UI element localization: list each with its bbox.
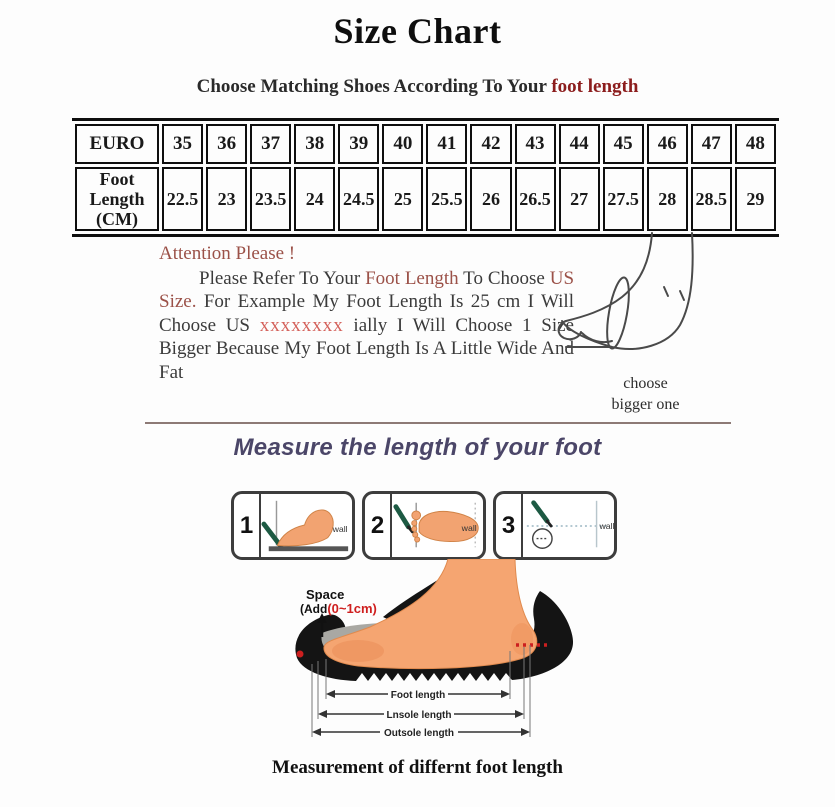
arrow-head-right xyxy=(515,710,524,718)
euro-size-cell: 37 xyxy=(250,124,292,164)
foot-length-cell: 28 xyxy=(646,167,688,232)
attention-paragraph: Please Refer To Your Foot Length To Choo… xyxy=(159,267,574,385)
wall-label: wall xyxy=(461,523,477,533)
attention-heading: Attention Please ! xyxy=(159,243,296,264)
attention-foot-length: Foot Length xyxy=(365,267,459,289)
page-title: Size Chart xyxy=(333,11,502,51)
attention-text: For Example My Foot Length Is 25 cm I Wi… xyxy=(159,291,574,336)
foot-measuring-sketch-icon xyxy=(557,232,694,350)
measure-step-panel-3: 3 wall xyxy=(493,491,617,560)
footer-caption: Measurement of differnt foot length xyxy=(272,757,563,778)
foot-length-cell: 26 xyxy=(470,167,512,232)
guide-lines xyxy=(311,645,531,737)
euro-size-cell: 44 xyxy=(558,124,600,164)
euro-size-cell: 36 xyxy=(206,124,248,164)
step1-side-foot-icon: wall xyxy=(261,500,349,552)
measure-heading: Measure the length of your foot xyxy=(233,434,602,461)
measure-steps: 1 wall 2 wa xyxy=(231,491,617,560)
foot-length-cell: 28.5 xyxy=(690,167,732,232)
arrow-head-right xyxy=(501,690,510,698)
sketch-caption: choose bigger one xyxy=(611,375,680,413)
toe-marker-dot xyxy=(296,650,304,658)
foot-length-cell: 24 xyxy=(294,167,336,232)
subtitle-text: Choose Matching Shoes According To Your xyxy=(196,76,552,97)
foot-length-cell: 23 xyxy=(206,167,248,232)
euro-size-cell: 39 xyxy=(338,124,380,164)
euro-size-cell: 35 xyxy=(162,124,204,164)
foot-length-cell: 25.5 xyxy=(426,167,468,232)
foot-shape xyxy=(323,559,538,670)
euro-size-cell: 40 xyxy=(382,124,424,164)
attention-text: ially I Will Choose 1 Size Bigger Becaus… xyxy=(159,314,574,383)
foot-length-cell: 29 xyxy=(734,167,776,232)
foot-length-row-header: Foot Length (CM) xyxy=(75,167,159,232)
wall-label: wall xyxy=(598,521,614,531)
attention-note: Attention Please ! Please Refer To Your … xyxy=(159,242,574,384)
euro-row: EURO 35 36 37 38 39 40 41 42 43 44 45 46… xyxy=(75,124,776,164)
euro-size-cell: 42 xyxy=(470,124,512,164)
attention-text: Please Refer To Your xyxy=(199,267,366,289)
outsole-length-label: Outsole length xyxy=(384,728,454,739)
section-divider xyxy=(145,422,731,424)
euro-size-cell: 41 xyxy=(426,124,468,164)
foot-length-row: Foot Length (CM) 22.5 23 23.5 24 24.5 25… xyxy=(75,167,776,232)
euro-size-cell: 38 xyxy=(294,124,336,164)
euro-size-cell: 43 xyxy=(514,124,556,164)
foot-length-cell: 24.5 xyxy=(338,167,380,232)
foot-length-cell: 26.5 xyxy=(514,167,556,232)
size-table: EURO 35 36 37 38 39 40 41 42 43 44 45 46… xyxy=(72,118,779,238)
attention-us-size: US Size. xyxy=(159,267,575,313)
subtitle: Choose Matching Shoes According To Your … xyxy=(0,76,835,98)
measure-step-panel-2: 2 wall xyxy=(362,491,486,560)
step-number: 3 xyxy=(496,494,523,557)
foot-length-cell: 27.5 xyxy=(602,167,644,232)
shoe-length-diagram: Space (Add(0~1cm) Foot length Lnsole len… xyxy=(295,559,574,739)
euro-size-cell: 48 xyxy=(734,124,776,164)
arrow-head-left xyxy=(318,710,327,718)
euro-size-cell: 46 xyxy=(646,124,688,164)
measure-step-panel-1: 1 wall xyxy=(231,491,355,560)
wall-label: wall xyxy=(332,524,348,534)
toe-shading xyxy=(332,640,384,662)
euro-size-cell: 47 xyxy=(690,124,732,164)
foot-length-cell: 25 xyxy=(382,167,424,232)
subtitle-highlight: foot length xyxy=(551,76,639,97)
attention-text: To Choose xyxy=(458,267,550,289)
step3-measure-line-icon: wall xyxy=(526,500,614,549)
heel-shading xyxy=(511,623,533,655)
euro-size-cell: 45 xyxy=(602,124,644,164)
euro-row-header: EURO xyxy=(75,124,159,164)
step-number: 2 xyxy=(365,494,392,557)
size-table-wrapper: EURO 35 36 37 38 39 40 41 42 43 44 45 46… xyxy=(72,118,779,238)
foot-length-cell: 23.5 xyxy=(250,167,292,232)
arrow-head-right xyxy=(521,728,530,736)
space-arrow-head xyxy=(317,613,327,623)
foot-length-cell: 27 xyxy=(558,167,600,232)
step-number: 1 xyxy=(234,494,261,557)
insole-length-label: Lnsole length xyxy=(387,710,452,721)
space-add-label: (Add(0~1cm) xyxy=(300,601,377,616)
space-label: Space xyxy=(306,587,344,602)
foot-length-cell: 22.5 xyxy=(162,167,204,232)
arrow-head-left xyxy=(312,728,321,736)
step2-top-foot-icon: wall xyxy=(393,502,479,548)
arrow-head-left xyxy=(326,690,335,698)
foot-length-label: Foot length xyxy=(391,690,445,701)
attention-redacted-text: xxxxxxxx xyxy=(259,314,344,336)
